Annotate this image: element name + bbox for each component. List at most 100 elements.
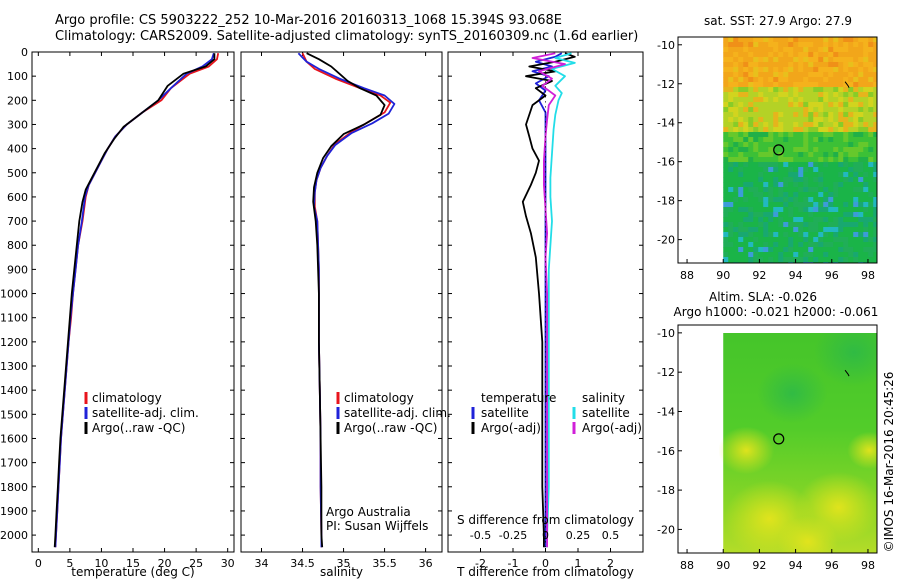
salinity-xtick-label: 35 [337,557,351,570]
salinity-xtick-label: 36 [419,557,433,570]
sla-anomaly-blob [777,516,838,553]
sla-map-lon-label: 96 [825,559,839,572]
depth-tick-label: 900 [7,263,28,276]
salinity-legend-label: climatology [344,391,414,405]
float-position-marker [773,144,785,156]
salinity-legend-label: Argo(..raw -QC) [344,421,437,435]
salinity-axes-frame [240,51,443,553]
temperature-legend-label: climatology [92,391,162,405]
temperature-xtick-label: 20 [158,557,172,570]
sla-map-lon-label: 90 [716,559,730,572]
sla-map-lon-label: 92 [752,559,766,572]
depth-tick-label: 1000 [0,288,28,301]
figure-title-line2: Climatology: CARS2009. Satellite-adjuste… [55,29,639,44]
temperature-xlabel: temperature (deg C) [71,565,194,579]
depth-tick-label: 0 [21,46,28,59]
sla-anomaly-blob [813,333,877,387]
sla-anomaly-blob [847,431,877,470]
difference-legend-label: satellite [481,406,529,420]
sla-map-lon-label: 94 [789,559,803,572]
sla-map-subtitle: Argo h1000: -0.021 h2000: -0.061 [674,305,879,319]
salinity-series-line [306,52,386,548]
depth-tick-label: 400 [7,143,28,156]
depth-tick-label: 100 [7,70,28,83]
salinity-legend-label: satellite-adj. clim. [344,406,451,420]
sst-map-lon-label: 94 [789,269,803,282]
temperature-xtick-label: 15 [126,557,140,570]
sla-map-lat-label: -12 [657,366,675,379]
s-difference-label: S difference from climatology [457,513,634,527]
sla-anomaly-blob [757,363,828,424]
sla-map-panel: 88 90 92 94 96 98 -10 -12 -14 -16 -18 -20 [657,324,878,572]
salinity-xtick-label: 34.5 [290,557,315,570]
temperature-legend-title: temperature [481,391,556,405]
argo-credit-annotation: PI: Susan Wijffels [326,519,428,533]
sst-map-lon-label: 96 [825,269,839,282]
sst-map-lon-label: 88 [680,269,694,282]
depth-tick-label: 1100 [0,312,28,325]
depth-tick-label: 1400 [0,384,28,397]
sla-anomaly-blob [719,426,775,475]
sla-map-lat-label: -18 [657,484,675,497]
difference-xtick-label: 0 [542,557,549,570]
temperature-xtick-label: 5 [66,557,73,570]
difference-legend-label: Argo(-adj) [582,421,642,435]
depth-tick-label: 2000 [0,529,28,542]
depth-tick-label: 300 [7,118,28,131]
sla-map-lat-label: -10 [657,327,675,340]
difference-xlabel: T difference from climatology [456,565,634,579]
sst-map-lat-label: -14 [657,117,675,130]
temperature-legend-label: satellite-adj. clim. [92,406,199,420]
depth-tick-label: 1200 [0,336,28,349]
salinity-xtick-label: 34 [255,557,269,570]
argo-credit-annotation: Argo Australia [326,505,411,519]
sst-heatmap-cells [723,37,878,264]
salinity-series-line [301,52,392,548]
sst-map-panel: 88 90 92 94 96 98 -10 -12 -14 -16 -18 -20 [657,36,878,282]
sst-map-lon-label: 92 [752,269,766,282]
imos-credit: ©IMOS 16-Mar-2016 20:45:26 [882,372,896,553]
difference-legend-label: Argo(-adj) [481,421,541,435]
s-difference-tick-label: 0 [542,529,549,542]
sst-map-lat-label: -12 [657,78,675,91]
depth-tick-label: 1500 [0,408,28,421]
sst-map-lat-label: -18 [657,195,675,208]
temperature-axes-frame [31,51,235,553]
sla-heatmap [719,333,877,553]
temperature-series-line [54,53,220,548]
depth-tick-label: 1700 [0,457,28,470]
s-difference-tick-label: -0.25 [499,529,527,542]
depth-tick-label: 1900 [0,505,28,518]
s-difference-tick-label: 0.25 [566,529,591,542]
temperature-xtick-label: 25 [189,557,203,570]
float-track [844,369,850,377]
sst-map-lon-label: 90 [716,269,730,282]
temperature-xtick-label: 30 [221,557,235,570]
s-difference-tick-label: -0.5 [470,529,491,542]
temperature-legend-label: Argo(..raw -QC) [92,421,185,435]
difference-series-line [546,52,576,548]
sst-map-lat-label: -20 [657,234,675,247]
temperature-xtick-label: 0 [35,557,42,570]
depth-tick-label: 600 [7,191,28,204]
sst-map-lon-label: 98 [861,269,875,282]
salinity-panel: 34 34.5 35 35.5 36 salinity [240,51,443,579]
salinity-series-line [297,52,396,548]
salinity-xlabel: salinity [320,565,363,579]
depth-tick-label: 500 [7,167,28,180]
depth-tick-label: 1300 [0,360,28,373]
difference-series-line [531,52,566,548]
sla-map-title: Altim. SLA: -0.026 [709,290,817,304]
difference-legend-label: satellite [582,406,630,420]
depth-tick-label: 1800 [0,481,28,494]
temperature-xtick-label: 10 [94,557,108,570]
sla-map-frame [677,324,878,554]
sst-map-frame [677,36,878,264]
depth-tick-label: 800 [7,239,28,252]
sla-map-lat-label: -20 [657,523,675,536]
figure-title-line1: Argo profile: CS 5903222_252 10-Mar-2016… [55,13,563,28]
temperature-series-line [54,52,215,548]
depth-tick-label: 200 [7,94,28,107]
difference-series-line [521,52,576,548]
difference-panel: -2 -1 0 1 2T difference from climatology [447,51,644,579]
